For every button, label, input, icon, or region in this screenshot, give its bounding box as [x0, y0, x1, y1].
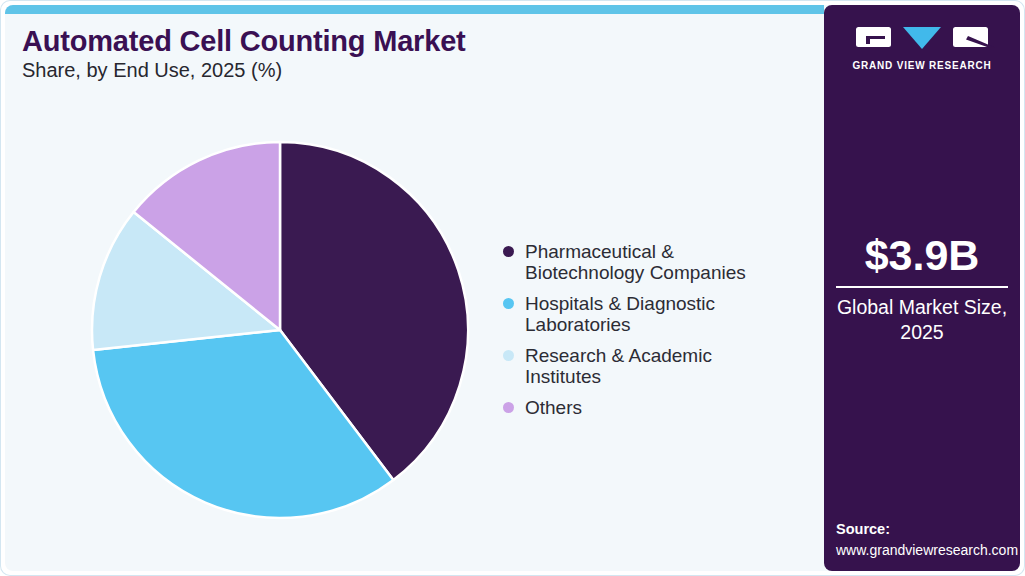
- legend-label-2: Research & Academic Institutes: [525, 345, 753, 387]
- page-subtitle: Share, by End Use, 2025 (%): [22, 59, 282, 82]
- brand-logo: GRAND VIEW RESEARCH: [837, 27, 1007, 75]
- brand-name: GRAND VIEW RESEARCH: [852, 60, 991, 71]
- page-title: Automated Cell Counting Market: [22, 25, 466, 58]
- top-accent-bar: [5, 5, 824, 14]
- legend-item-2: Research & Academic Institutes: [503, 345, 753, 387]
- pie-chart: [85, 135, 475, 525]
- source-url: www.grandviewresearch.com: [836, 540, 1018, 561]
- market-size-block: $3.9B Global Market Size, 2025: [836, 231, 1008, 345]
- legend-label-3: Others: [525, 397, 582, 418]
- legend-label-0: Pharmaceutical & Biotechnology Companies: [525, 241, 753, 283]
- market-size-label: Global Market Size, 2025: [836, 295, 1008, 345]
- market-size-value: $3.9B: [836, 231, 1008, 280]
- source-block: Source: www.grandviewresearch.com: [836, 519, 1018, 561]
- legend-bullet-2: [503, 350, 514, 361]
- legend-bullet-0: [503, 246, 514, 257]
- divider-line: [836, 286, 1008, 288]
- legend-label-1: Hospitals & Diagnostic Laboratories: [525, 293, 753, 335]
- legend-item-3: Others: [503, 397, 753, 418]
- legend-bullet-3: [503, 402, 514, 413]
- pie-chart-wrap: [85, 135, 475, 525]
- source-label: Source:: [836, 519, 1018, 540]
- infographic-canvas: Automated Cell Counting Market Share, by…: [0, 0, 1025, 576]
- legend-bullet-1: [503, 298, 514, 309]
- logo-v-triangle: [903, 27, 941, 49]
- legend-item-0: Pharmaceutical & Biotechnology Companies: [503, 241, 753, 283]
- chart-legend: Pharmaceutical & Biotechnology Companies…: [503, 241, 753, 428]
- legend-item-1: Hospitals & Diagnostic Laboratories: [503, 293, 753, 335]
